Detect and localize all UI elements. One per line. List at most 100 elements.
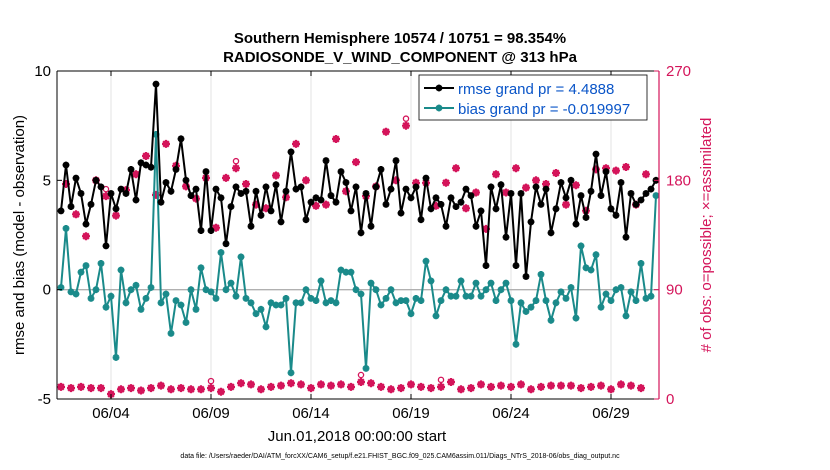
- rmse-point-11: [112, 205, 120, 213]
- rmse-point-102: [567, 176, 575, 184]
- obs-assimilated-point-0: [57, 382, 65, 391]
- bias-point-68: [397, 297, 405, 304]
- obs-assimilated-point-76: [437, 382, 445, 391]
- series-bias: [57, 131, 660, 377]
- obs-assimilated-point-4: [77, 382, 85, 391]
- bias-point-15: [132, 281, 140, 289]
- bias-point-27: [192, 305, 200, 313]
- obs-possible-point-69: [402, 115, 410, 122]
- obs-assimilated-point-16: [137, 386, 145, 395]
- bias-point-54: [327, 297, 335, 304]
- rmse-point-55: [332, 198, 340, 206]
- bias-point-82: [467, 292, 475, 300]
- y-right-tick-label-1: 90: [666, 282, 683, 299]
- obs-assimilated-point-3: [72, 210, 80, 219]
- rmse-point-114: [627, 190, 635, 197]
- bias-point-64: [377, 301, 385, 309]
- x-tick-label-1: 06/09: [192, 405, 230, 422]
- legend-bias-marker: [435, 104, 443, 112]
- rmse-point-40: [257, 211, 265, 219]
- obs-assimilated-point-117: [642, 170, 650, 179]
- bias-point-23: [172, 297, 180, 304]
- obs-assimilated-point-55: [332, 135, 340, 143]
- obs-assimilated-point-77: [442, 178, 450, 187]
- obs-assimilated-point-20: [157, 381, 165, 390]
- bias-point-83: [472, 279, 480, 287]
- rmse-point-19: [152, 80, 160, 88]
- bias-point-56: [337, 266, 345, 274]
- bias-point-5: [82, 262, 90, 269]
- obs-assimilated-point-12: [117, 385, 125, 394]
- obs-assimilated-point-104: [577, 384, 585, 393]
- rmse-point-18: [147, 163, 155, 171]
- bias-point-96: [537, 271, 545, 278]
- obs-assimilated-point-51: [312, 201, 320, 210]
- bias-point-4: [77, 268, 85, 276]
- rmse-point-74: [427, 205, 435, 213]
- rmse-line: [60, 84, 657, 277]
- bias-point-79: [452, 292, 460, 300]
- bias-point-0: [57, 284, 65, 291]
- obs-assimilated-point-38: [247, 380, 255, 389]
- obs-assimilated-point-52: [317, 380, 325, 389]
- rmse-point-25: [182, 176, 190, 184]
- bias-point-73: [422, 257, 430, 265]
- rmse-point-85: [482, 262, 490, 269]
- rmse-point-42: [267, 207, 275, 215]
- obs-assimilated-point-92: [517, 380, 525, 389]
- obs-assimilated-point-32: [217, 387, 225, 396]
- rmse-point-92: [517, 190, 525, 197]
- obs-assimilated-point-96: [537, 382, 545, 391]
- obs-assimilated-point-64: [377, 382, 385, 391]
- obs-assimilated-point-9: [102, 192, 110, 201]
- bias-point-26: [187, 286, 195, 294]
- obs-assimilated-point-102: [567, 381, 575, 390]
- rmse-point-1: [62, 161, 70, 169]
- rmse-point-60: [357, 229, 365, 237]
- rmse-point-27: [192, 185, 200, 193]
- rmse-point-32: [217, 194, 225, 202]
- rmse-point-35: [232, 183, 240, 191]
- bias-point-63: [372, 286, 380, 294]
- rmse-point-104: [577, 192, 585, 199]
- rmse-point-4: [77, 190, 85, 197]
- bias-point-104: [577, 242, 585, 250]
- bias-point-19: [152, 131, 160, 138]
- bias-point-91: [512, 340, 520, 348]
- bias-point-24: [177, 301, 185, 309]
- rmse-point-43: [272, 181, 280, 189]
- tick-labels: 06/04 06/09 06/14 06/19 06/24 06/29 -5 0 5 10 0 90 1…: [34, 63, 691, 422]
- series-rmse: [57, 80, 660, 280]
- rmse-point-7: [92, 176, 100, 184]
- obs-assimilated-point-75: [432, 201, 440, 210]
- rmse-point-69: [402, 185, 410, 193]
- rmse-point-0: [57, 207, 65, 215]
- obs-assimilated-point-56: [337, 380, 345, 389]
- bias-point-107: [592, 251, 600, 259]
- rmse-point-56: [337, 168, 345, 175]
- bias-point-49: [302, 286, 310, 294]
- bias-point-67: [392, 299, 400, 307]
- rmse-point-20: [157, 198, 165, 206]
- obs-assimilated-point-90: [507, 382, 515, 391]
- obs-assimilated-point-18: [147, 384, 155, 393]
- obs-assimilated-point-65: [382, 127, 390, 136]
- bias-point-32: [217, 249, 225, 256]
- obs-possible-point-60: [357, 371, 365, 379]
- obs-assimilated-point-116: [637, 384, 645, 393]
- legend: rmse grand pr = 4.4888 bias grand pr = -…: [418, 74, 648, 121]
- rmse-point-83: [472, 222, 480, 230]
- bias-point-57: [342, 268, 350, 276]
- obs-assimilated-point-83: [472, 188, 480, 197]
- bias-point-111: [612, 286, 620, 294]
- obs-assimilated-point-80: [457, 385, 465, 394]
- bias-point-93: [522, 308, 530, 315]
- bias-point-1: [62, 225, 70, 232]
- rmse-point-34: [227, 203, 235, 210]
- bias-point-114: [627, 288, 635, 296]
- rmse-point-24: [177, 135, 185, 143]
- bias-point-60: [357, 290, 365, 298]
- bias-point-40: [257, 305, 265, 313]
- bias-point-117: [642, 295, 650, 302]
- obs-assimilated-point-72: [417, 382, 425, 391]
